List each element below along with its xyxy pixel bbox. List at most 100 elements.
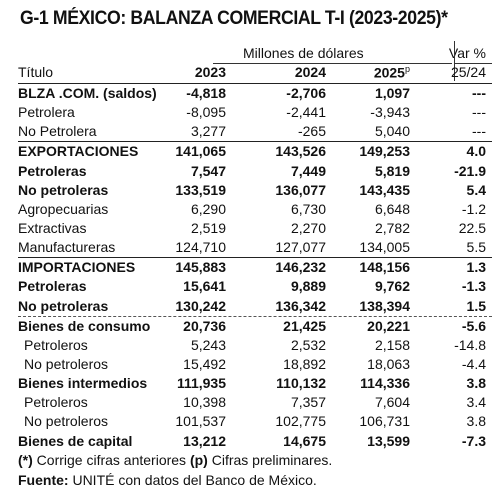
footnote-notes: (*) Corrige cifras anteriores (p) Cifras… <box>18 452 333 468</box>
value-2023: 3,277 <box>190 123 226 140</box>
value-2025: 114,336 <box>360 375 410 392</box>
row-label: Petroleros <box>24 394 88 411</box>
value-var: --- <box>472 104 486 121</box>
value-var: 1.5 <box>466 297 486 314</box>
value-2024: 21,425 <box>283 317 326 334</box>
value-var: --- <box>472 123 486 140</box>
var-underline <box>454 63 492 64</box>
column-header-var: 25/24 <box>450 64 486 80</box>
table-row: Manufactureras 124,710 127,077 134,005 5.5 <box>18 238 492 257</box>
table-row: No petroleras 133,519 136,077 143,435 5.4 <box>18 181 492 200</box>
value-2024: 102,775 <box>275 413 326 430</box>
row-label: Bienes intermedios <box>18 375 148 392</box>
value-2023: 111,935 <box>176 375 226 392</box>
table-row: EXPORTACIONES 141,065 143,526 149,253 4.0 <box>18 142 492 161</box>
value-2024: 110,132 <box>276 375 326 392</box>
value-var: -21.9 <box>454 162 486 179</box>
value-2024: 6,730 <box>290 200 326 217</box>
row-label: No petroleros <box>24 413 109 430</box>
table-row: No petroleros 15,492 18,892 18,063 -4.4 <box>18 355 492 374</box>
value-var: -5.6 <box>461 317 486 334</box>
units-label: Millones de dólares <box>243 45 364 61</box>
value-2023: 101,537 <box>175 413 226 430</box>
table-row: Petroleros 5,243 2,532 2,158 -14.8 <box>18 336 492 355</box>
value-2024: 7,449 <box>290 162 326 179</box>
row-separator <box>18 257 492 259</box>
value-2025: 148,156 <box>359 259 410 276</box>
value-var: 22.5 <box>458 219 486 236</box>
row-label: Extractivas <box>18 219 87 236</box>
value-2023: 141,065 <box>175 143 226 160</box>
value-2024: 14,675 <box>283 432 326 449</box>
row-separator <box>18 141 492 143</box>
value-var: 5.4 <box>466 181 486 198</box>
row-separator <box>18 315 492 317</box>
page-title: G-1 MÉXICO: BALANZA COMERCIAL T-I (2023-… <box>20 8 448 29</box>
table-row: Petroleras 7,547 7,449 5,819 -21.9 <box>18 162 492 181</box>
value-var: 3.8 <box>466 413 486 430</box>
row-label: BLZA .COM. (saldos) <box>18 85 157 101</box>
units-underline <box>213 63 452 64</box>
table-row: BLZA .COM. (saldos) -4,818 -2,706 1,097 --- <box>18 84 492 103</box>
table-row: No petroleros 101,537 102,775 106,731 3.8 <box>18 412 492 431</box>
value-var: 4.0 <box>466 143 486 160</box>
table-row: Petrolera -8,095 -2,441 -3,943 --- <box>18 103 492 122</box>
row-label: Petroleras <box>18 162 87 179</box>
preliminary-mark: p <box>404 64 410 74</box>
value-2023: 133,519 <box>175 181 226 198</box>
value-2025: 143,435 <box>359 181 410 198</box>
value-var: -4.4 <box>461 355 486 372</box>
value-2023: 124,710 <box>175 239 226 256</box>
value-2023: 130,242 <box>175 297 226 314</box>
value-2024: 136,077 <box>275 181 326 198</box>
row-label: No Petrolera <box>18 123 97 140</box>
var-header-label: Var % <box>448 45 486 61</box>
value-2023: 5,243 <box>190 336 226 353</box>
value-2023: 10,398 <box>183 394 226 411</box>
value-2025: 7,604 <box>374 394 410 411</box>
value-2024: 2,270 <box>290 219 326 236</box>
value-2025: 134,005 <box>359 239 410 256</box>
value-2024: 7,357 <box>290 394 326 411</box>
table-row: No petroleras 130,242 136,342 138,394 1.5 <box>18 297 492 316</box>
value-2025: 9,762 <box>374 278 410 295</box>
row-label: Petrolera <box>18 104 75 121</box>
value-2024: 146,232 <box>275 259 326 276</box>
value-2025: 138,394 <box>359 297 410 314</box>
table-row: Agropecuarias 6,290 6,730 6,648 -1.2 <box>18 200 492 219</box>
value-var: --- <box>472 85 486 101</box>
row-label: No petroleras <box>18 297 109 314</box>
value-var: -14.8 <box>454 336 486 353</box>
column-header-row: Título 2023 2024 2025p 25/24 <box>18 63 492 83</box>
table-units-header: Millones de dólares Var % <box>18 41 492 81</box>
value-2025: 18,063 <box>367 355 410 372</box>
value-2024: 127,077 <box>275 239 326 256</box>
column-header-2023: 2023 <box>194 64 226 80</box>
value-2024: 18,892 <box>283 355 326 372</box>
value-var: 3.8 <box>466 375 486 392</box>
footnote-source: Fuente: UNITÉ con datos del Banco de Méx… <box>18 472 317 488</box>
column-header-title: Título <box>18 64 54 80</box>
value-2025: 13,599 <box>367 432 410 449</box>
value-2024: 2,532 <box>290 336 326 353</box>
value-2024: -2,441 <box>286 104 326 121</box>
value-2023: 145,883 <box>175 259 226 276</box>
column-header-2024: 2024 <box>294 64 326 80</box>
value-2025: 20,221 <box>367 317 410 334</box>
value-2023: 15,641 <box>183 278 226 295</box>
value-2024: -2,706 <box>286 85 326 101</box>
value-2023: 20,736 <box>183 317 226 334</box>
trade-balance-table: Millones de dólares Var % Título 2023 20… <box>18 41 492 451</box>
row-label: Agropecuarias <box>18 200 109 217</box>
row-separator <box>18 83 492 84</box>
value-2025: 106,731 <box>359 413 410 430</box>
value-2024: 143,526 <box>275 143 326 160</box>
table-row: Petroleras 15,641 9,889 9,762 -1.3 <box>18 277 492 296</box>
value-2025: 149,253 <box>359 143 410 160</box>
value-2024: 9,889 <box>290 278 326 295</box>
value-2025: 6,648 <box>374 200 410 217</box>
value-var: 5.5 <box>466 239 486 256</box>
value-var: -1.3 <box>461 278 486 295</box>
row-label: Petroleros <box>24 336 88 353</box>
value-2025: 2,158 <box>374 336 410 353</box>
